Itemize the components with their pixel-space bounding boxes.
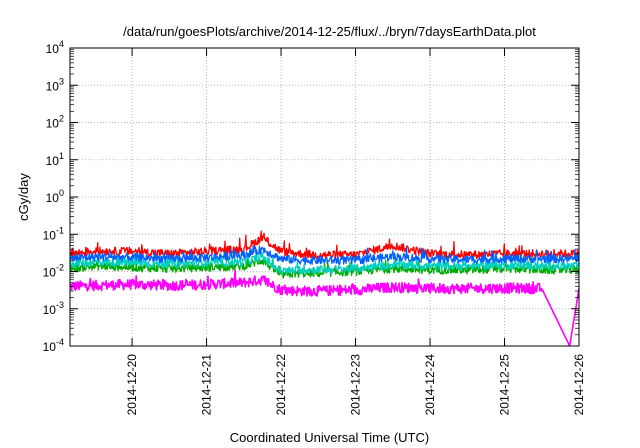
x-tick-label: 2014-12-25 [498, 354, 512, 416]
y-tick-label: 10-1 [43, 225, 64, 242]
series-group [69, 230, 580, 347]
x-tick-label: 2014-12-23 [349, 354, 363, 416]
series-line [69, 245, 580, 266]
x-tick-label: 2014-12-21 [200, 354, 214, 416]
y-tick-label: 100 [46, 188, 64, 205]
x-tick-label: 2014-12-20 [125, 354, 139, 416]
grid [70, 48, 579, 346]
series-line [69, 253, 580, 279]
y-axis-label: cGy/day [16, 173, 31, 221]
ticks: 10-4 10-3 10-2 10-1 100 101 102 103 104 2014-12-2… [43, 39, 586, 415]
y-tick-label: 102 [46, 114, 64, 131]
x-tick-label: 2014-12-24 [423, 354, 437, 416]
x-axis-label: Coordinated Universal Time (UTC) [230, 430, 429, 445]
y-tick-label: 10-3 [43, 300, 64, 317]
y-tick-label: 10-2 [43, 263, 64, 280]
series-line [69, 230, 580, 260]
series-line [69, 268, 580, 347]
y-tick-label: 103 [46, 76, 64, 93]
x-tick-label: 2014-12-26 [572, 354, 586, 416]
x-tick-label: 2014-12-22 [274, 354, 288, 416]
y-tick-label: 101 [46, 151, 64, 168]
y-tick-label: 104 [46, 39, 64, 56]
chart-title: /data/run/goesPlots/archive/2014-12-25/f… [123, 24, 536, 39]
y-tick-label: 10-4 [43, 337, 64, 354]
